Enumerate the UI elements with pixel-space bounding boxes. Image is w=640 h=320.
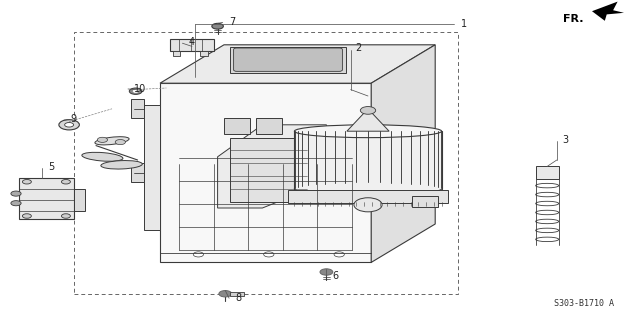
Polygon shape bbox=[218, 125, 326, 208]
FancyBboxPatch shape bbox=[131, 99, 144, 118]
Ellipse shape bbox=[294, 125, 442, 138]
FancyBboxPatch shape bbox=[170, 39, 214, 51]
FancyBboxPatch shape bbox=[144, 105, 160, 230]
Text: 8: 8 bbox=[236, 293, 242, 303]
Ellipse shape bbox=[95, 137, 129, 145]
FancyBboxPatch shape bbox=[131, 163, 144, 182]
FancyBboxPatch shape bbox=[173, 51, 180, 56]
FancyBboxPatch shape bbox=[234, 48, 342, 71]
FancyBboxPatch shape bbox=[288, 190, 448, 203]
Circle shape bbox=[11, 201, 21, 206]
Polygon shape bbox=[294, 131, 442, 189]
Circle shape bbox=[97, 137, 108, 142]
Circle shape bbox=[133, 90, 138, 92]
Circle shape bbox=[264, 252, 274, 257]
Text: 7: 7 bbox=[229, 17, 236, 28]
FancyBboxPatch shape bbox=[412, 196, 438, 207]
FancyBboxPatch shape bbox=[200, 51, 208, 56]
FancyBboxPatch shape bbox=[224, 118, 250, 134]
FancyBboxPatch shape bbox=[230, 292, 244, 296]
Circle shape bbox=[320, 269, 333, 275]
FancyBboxPatch shape bbox=[74, 189, 85, 211]
Circle shape bbox=[129, 88, 142, 94]
Circle shape bbox=[115, 140, 125, 145]
Polygon shape bbox=[592, 2, 624, 21]
Circle shape bbox=[22, 214, 31, 218]
Text: 9: 9 bbox=[70, 114, 77, 124]
Circle shape bbox=[212, 23, 223, 29]
Text: 2: 2 bbox=[355, 43, 362, 53]
Text: 3: 3 bbox=[562, 135, 568, 145]
FancyBboxPatch shape bbox=[536, 166, 559, 179]
Circle shape bbox=[360, 107, 376, 114]
Text: 1: 1 bbox=[461, 19, 467, 29]
Text: FR.: FR. bbox=[563, 14, 584, 24]
Circle shape bbox=[61, 214, 70, 218]
Circle shape bbox=[219, 291, 232, 297]
Circle shape bbox=[193, 252, 204, 257]
Circle shape bbox=[59, 120, 79, 130]
Ellipse shape bbox=[101, 161, 142, 169]
Text: 4: 4 bbox=[189, 36, 195, 47]
Circle shape bbox=[354, 198, 382, 212]
Ellipse shape bbox=[294, 182, 442, 195]
Circle shape bbox=[11, 191, 21, 196]
Polygon shape bbox=[371, 45, 435, 262]
Text: 5: 5 bbox=[48, 162, 54, 172]
FancyBboxPatch shape bbox=[256, 118, 282, 134]
Text: 10: 10 bbox=[134, 84, 147, 94]
Text: 6: 6 bbox=[333, 271, 339, 281]
FancyBboxPatch shape bbox=[230, 138, 307, 202]
Polygon shape bbox=[160, 45, 435, 83]
Circle shape bbox=[61, 180, 70, 184]
Polygon shape bbox=[347, 109, 389, 131]
Text: S303-B1710 A: S303-B1710 A bbox=[554, 299, 614, 308]
Circle shape bbox=[22, 180, 31, 184]
Polygon shape bbox=[230, 47, 346, 73]
Circle shape bbox=[334, 252, 344, 257]
Circle shape bbox=[65, 123, 74, 127]
Ellipse shape bbox=[82, 152, 123, 161]
FancyBboxPatch shape bbox=[19, 178, 74, 219]
Polygon shape bbox=[160, 83, 371, 262]
